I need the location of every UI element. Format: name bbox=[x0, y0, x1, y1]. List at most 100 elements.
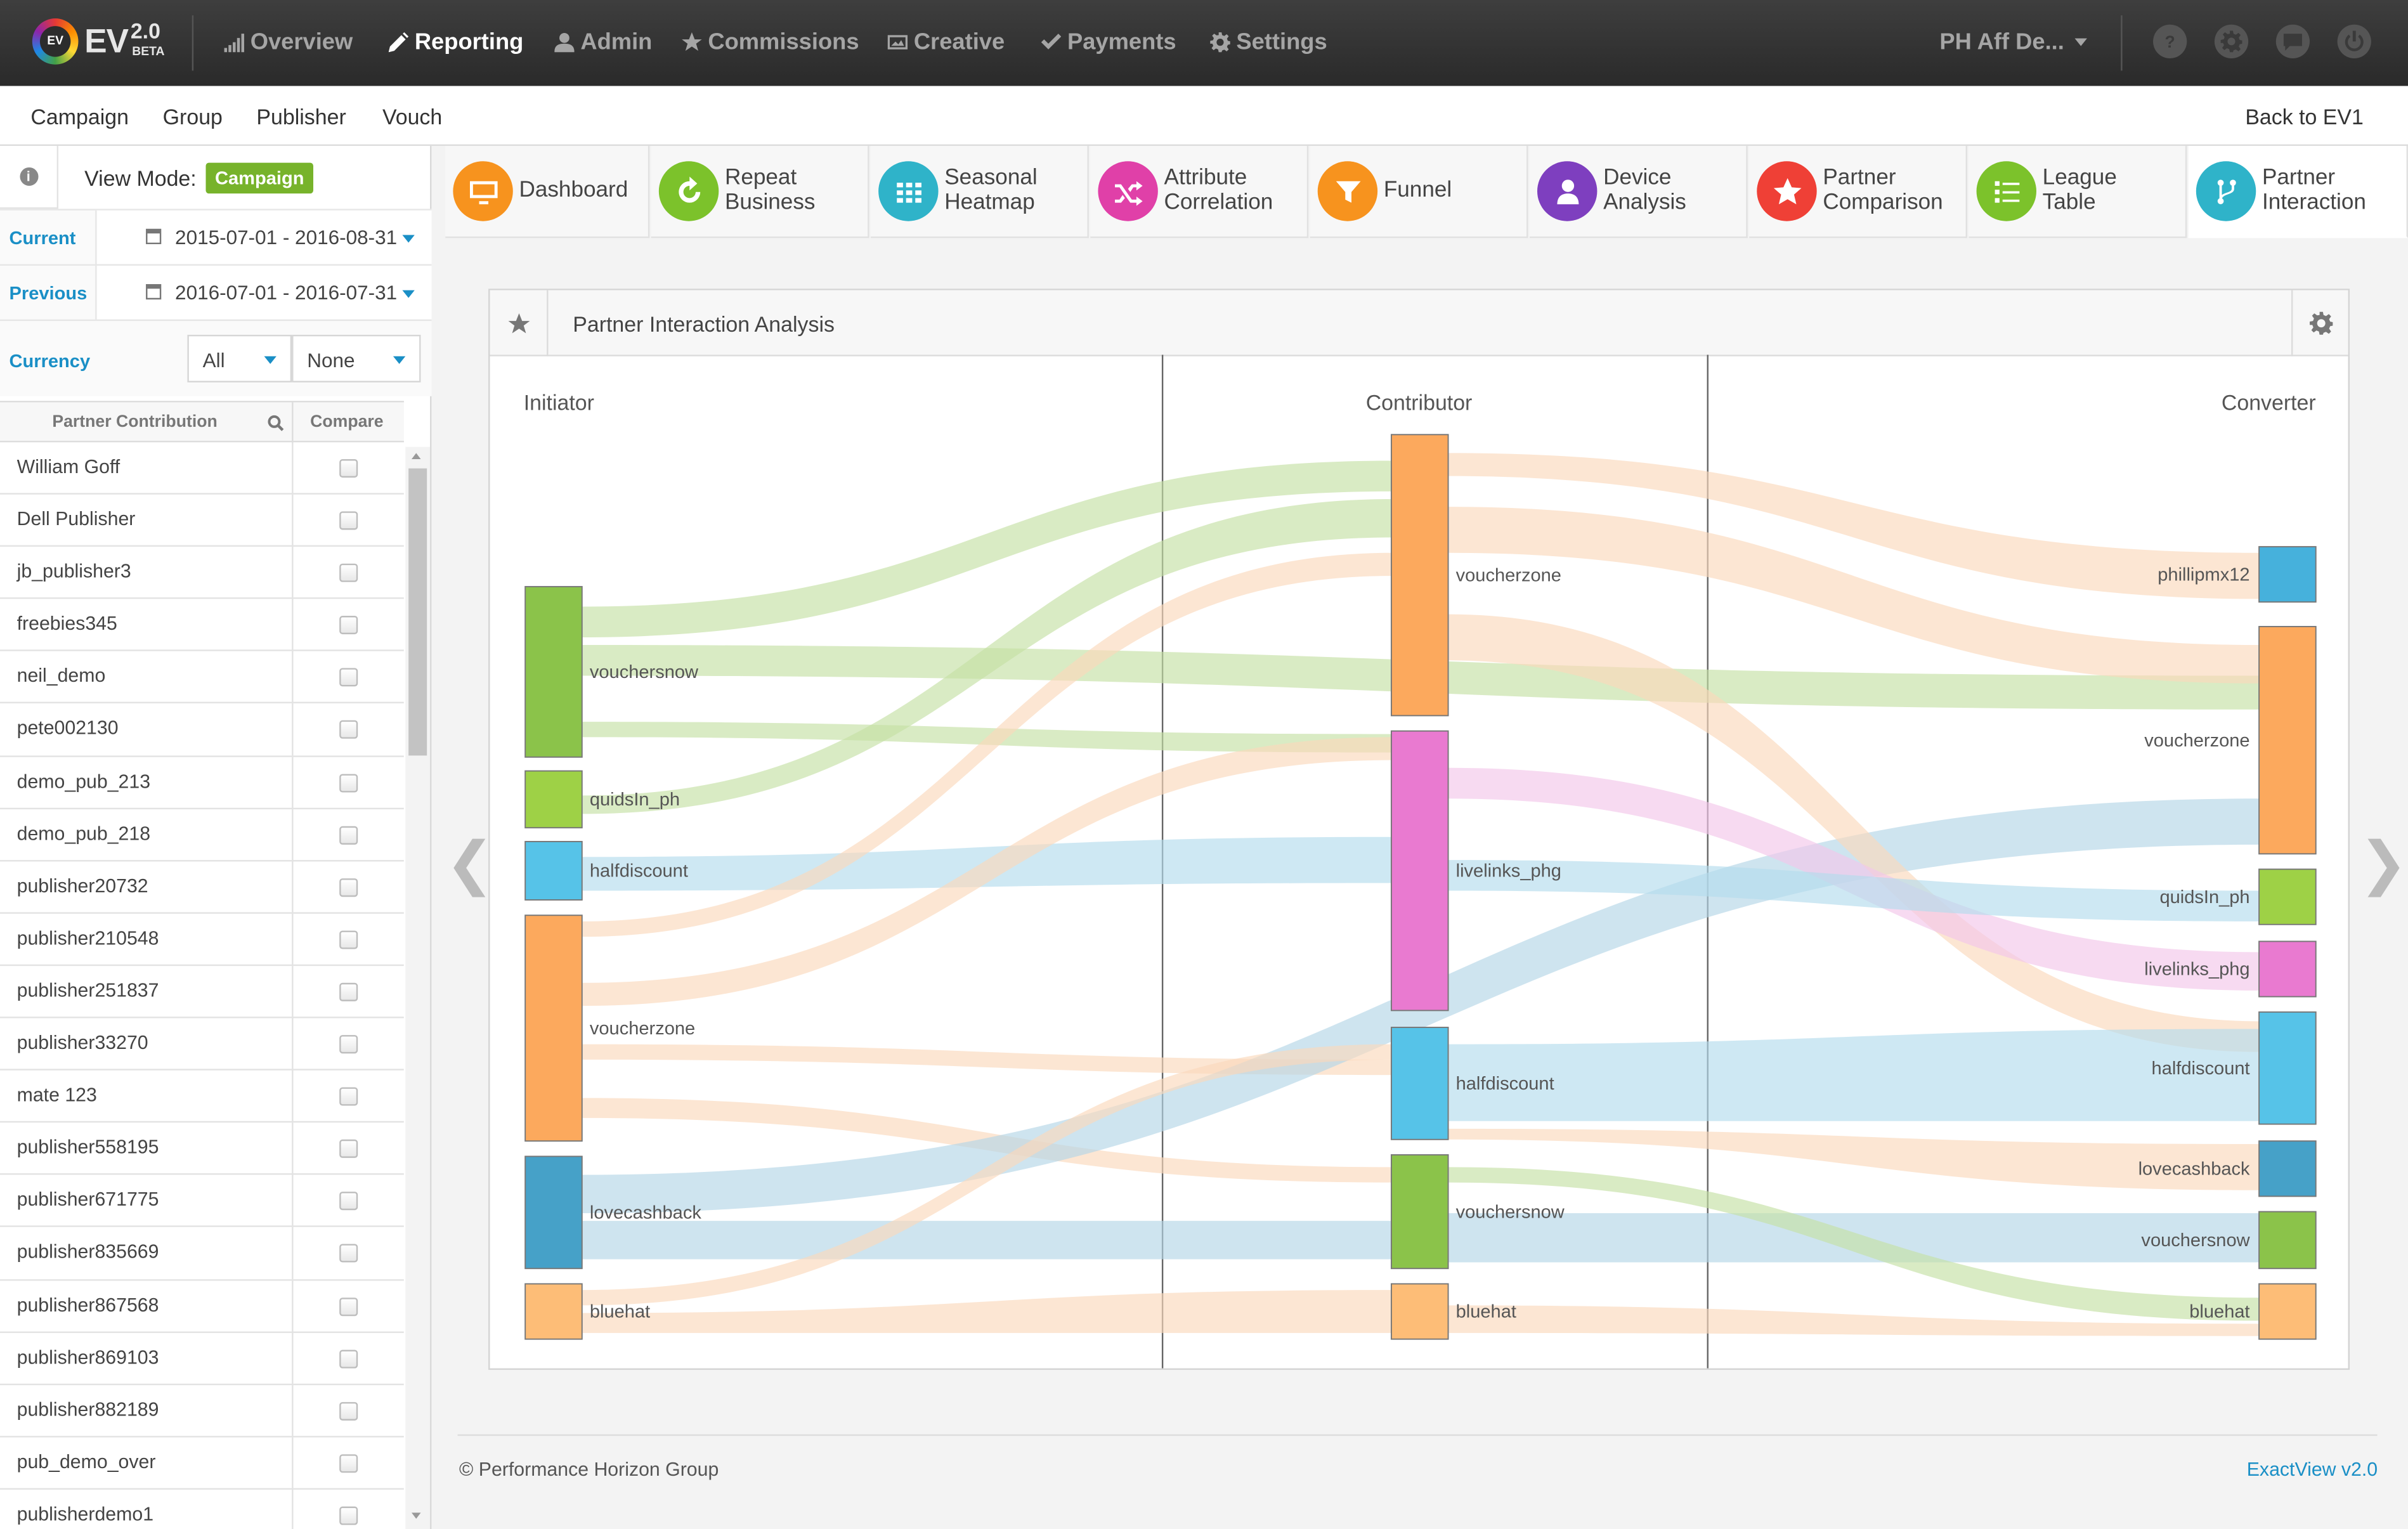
nav-creative[interactable]: Creative bbox=[887, 29, 1005, 55]
partner-row[interactable]: neil_demo bbox=[0, 651, 404, 705]
nav-payments[interactable]: Payments bbox=[1041, 29, 1176, 55]
sankey-link bbox=[1448, 614, 2260, 1052]
compare-checkbox[interactable] bbox=[339, 459, 358, 478]
chat-icon[interactable] bbox=[2275, 24, 2310, 59]
partner-row[interactable]: pete002130 bbox=[0, 704, 404, 757]
compare-checkbox[interactable] bbox=[339, 1140, 358, 1159]
compare-checkbox[interactable] bbox=[339, 930, 358, 949]
compare-checkbox[interactable] bbox=[339, 720, 358, 739]
gear-icon[interactable] bbox=[2214, 24, 2249, 59]
divider bbox=[292, 704, 294, 757]
tab-partner-interaction[interactable]: Partner Interaction bbox=[2188, 146, 2408, 238]
partner-row[interactable]: jb_publisher3 bbox=[0, 547, 404, 600]
compare-checkbox[interactable] bbox=[339, 1506, 358, 1525]
bar-chart-icon bbox=[224, 34, 245, 53]
nav-reporting[interactable]: Reporting bbox=[388, 29, 523, 55]
divider bbox=[292, 966, 294, 1018]
subnav-vouch[interactable]: Vouch bbox=[382, 104, 443, 129]
account-menu[interactable]: PH Aff De... bbox=[1939, 29, 2064, 56]
help-icon[interactable]: ? bbox=[2153, 24, 2187, 59]
partner-row[interactable]: publisher210548 bbox=[0, 913, 404, 966]
tab-dashboard[interactable]: Dashboard bbox=[445, 146, 650, 238]
nav-settings[interactable]: Settings bbox=[1210, 29, 1327, 55]
scrollbar-thumb[interactable] bbox=[408, 468, 427, 756]
nav-label: Commissions bbox=[708, 29, 859, 56]
currency-compare-select[interactable]: None bbox=[292, 334, 421, 382]
subnav-publisher[interactable]: Publisher bbox=[256, 104, 346, 129]
compare-checkbox[interactable] bbox=[339, 1454, 358, 1473]
previous-arrow-icon[interactable]: ❮ bbox=[445, 832, 495, 897]
column-header-contribution[interactable]: Partner Contribution bbox=[52, 413, 218, 432]
subnav-campaign[interactable]: Campaign bbox=[30, 104, 129, 129]
previous-date-picker[interactable]: 2016-07-01 - 2016-07-31 bbox=[95, 265, 432, 322]
partner-row[interactable]: demo_pub_218 bbox=[0, 809, 404, 861]
info-button[interactable]: i bbox=[0, 146, 59, 209]
nav-commissions[interactable]: Commissions bbox=[682, 29, 859, 55]
tab-label-line: League bbox=[2042, 166, 2117, 191]
partner-row[interactable]: publisher251837 bbox=[0, 966, 404, 1018]
star-icon bbox=[507, 312, 530, 333]
nav-admin[interactable]: Admin bbox=[554, 29, 652, 55]
tab-repeat-business[interactable]: Repeat Business bbox=[651, 146, 869, 238]
partner-row[interactable]: freebies345 bbox=[0, 599, 404, 652]
compare-checkbox[interactable] bbox=[339, 825, 358, 845]
partner-row[interactable]: publisher835669 bbox=[0, 1227, 404, 1280]
compare-checkbox[interactable] bbox=[339, 1087, 358, 1106]
current-date-row: Current 2015-07-01 - 2016-08-31 bbox=[0, 209, 432, 266]
subnav-group[interactable]: Group bbox=[162, 104, 223, 129]
tab-league-table[interactable]: League Table bbox=[1969, 146, 2187, 238]
view-mode-badge[interactable]: Campaign bbox=[205, 162, 314, 194]
pencil-icon bbox=[388, 32, 409, 53]
partner-row[interactable]: publisher869103 bbox=[0, 1332, 404, 1385]
partner-row[interactable]: demo_pub_213 bbox=[0, 756, 404, 809]
search-icon[interactable] bbox=[267, 415, 284, 432]
compare-checkbox[interactable] bbox=[339, 511, 358, 530]
compare-checkbox[interactable] bbox=[339, 1244, 358, 1263]
nav-overview[interactable]: Overview bbox=[224, 29, 353, 55]
favorite-button[interactable] bbox=[490, 290, 549, 356]
compare-checkbox[interactable] bbox=[339, 1297, 358, 1316]
partner-row[interactable]: publisher33270 bbox=[0, 1018, 404, 1071]
tab-label-line: Heatmap bbox=[944, 190, 1035, 216]
partner-row[interactable]: publisher20732 bbox=[0, 861, 404, 914]
compare-checkbox[interactable] bbox=[339, 1192, 358, 1211]
scroll-up-arrow-icon[interactable] bbox=[411, 453, 421, 460]
sankey-node-label: bluehat bbox=[2189, 1302, 2249, 1322]
panel-settings-button[interactable] bbox=[2291, 290, 2348, 356]
back-to-ev1-link[interactable]: Back to EV1 bbox=[2245, 104, 2364, 129]
compare-checkbox[interactable] bbox=[339, 982, 358, 1001]
partner-row[interactable]: publisherdemo1 bbox=[0, 1489, 404, 1529]
compare-checkbox[interactable] bbox=[339, 1349, 358, 1368]
partner-row[interactable]: publisher671775 bbox=[0, 1175, 404, 1228]
chevron-down-icon[interactable] bbox=[2074, 38, 2087, 46]
tab-attribute-correlation[interactable]: Attribute Correlation bbox=[1090, 146, 1309, 238]
compare-checkbox[interactable] bbox=[339, 773, 358, 792]
ev-logo[interactable]: EV bbox=[32, 18, 79, 65]
current-date-picker[interactable]: 2015-07-01 - 2016-08-31 bbox=[95, 210, 432, 266]
compare-checkbox[interactable] bbox=[339, 1035, 358, 1054]
next-arrow-icon[interactable]: ❯ bbox=[2359, 832, 2408, 897]
scroll-down-arrow-icon[interactable] bbox=[411, 1513, 421, 1519]
currency-select[interactable]: All bbox=[187, 334, 292, 382]
compare-checkbox[interactable] bbox=[339, 668, 358, 687]
compare-checkbox[interactable] bbox=[339, 1402, 358, 1421]
compare-checkbox[interactable] bbox=[339, 564, 358, 583]
partner-row[interactable]: publisher882189 bbox=[0, 1384, 404, 1438]
partner-row[interactable]: William Goff bbox=[0, 442, 404, 495]
partner-row[interactable]: publisher867568 bbox=[0, 1280, 404, 1332]
footer-version-link[interactable]: ExactView v2.0 bbox=[2246, 1459, 2378, 1481]
tab-device-analysis[interactable]: Device Analysis bbox=[1529, 146, 1748, 238]
compare-checkbox[interactable] bbox=[339, 878, 358, 897]
partner-row[interactable]: mate 123 bbox=[0, 1070, 404, 1123]
divider bbox=[292, 547, 294, 599]
tab-funnel[interactable]: Funnel bbox=[1310, 146, 1528, 238]
partner-name: Dell Publisher bbox=[16, 508, 136, 530]
compare-checkbox[interactable] bbox=[339, 616, 358, 635]
partner-row[interactable]: publisher558195 bbox=[0, 1122, 404, 1176]
power-icon[interactable] bbox=[2337, 24, 2371, 59]
tab-seasonal-heatmap[interactable]: Seasonal Heatmap bbox=[871, 146, 1089, 238]
stage-header: Contributor bbox=[1366, 391, 1473, 415]
tab-partner-comparison[interactable]: Partner Comparison bbox=[1749, 146, 1968, 238]
partner-row[interactable]: pub_demo_over bbox=[0, 1437, 404, 1490]
partner-row[interactable]: Dell Publisher bbox=[0, 494, 404, 547]
